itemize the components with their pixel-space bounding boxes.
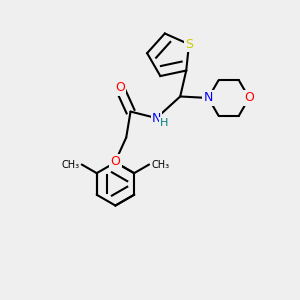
Text: O: O <box>244 92 254 104</box>
Text: O: O <box>115 81 125 94</box>
Text: S: S <box>185 38 193 51</box>
Text: N: N <box>152 112 161 124</box>
Text: N: N <box>204 92 213 104</box>
Text: O: O <box>110 155 120 168</box>
Text: CH₃: CH₃ <box>152 160 169 170</box>
Text: CH₃: CH₃ <box>61 160 79 170</box>
Text: H: H <box>160 118 168 128</box>
